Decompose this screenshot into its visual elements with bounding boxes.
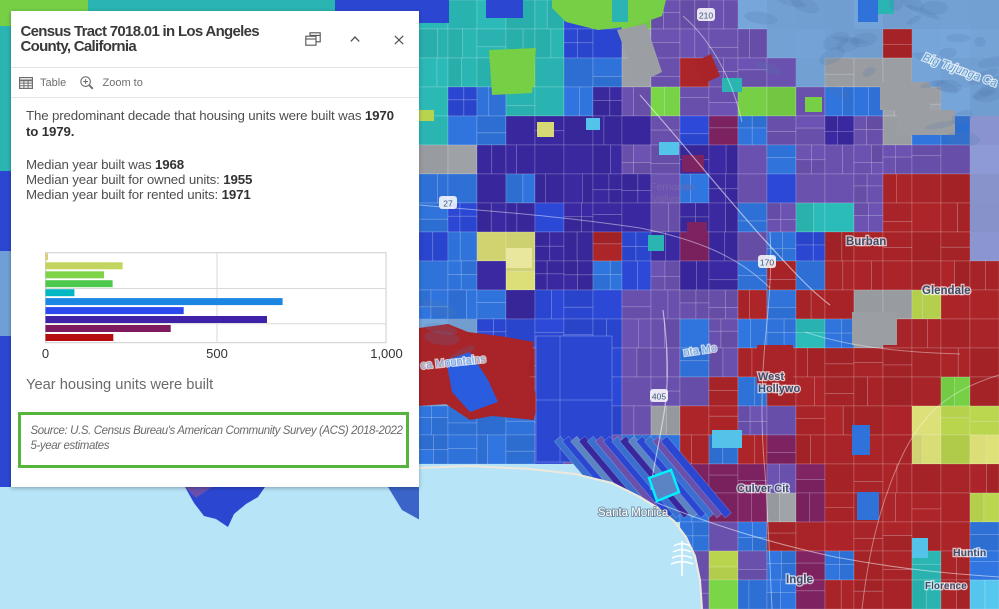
svg-text:Florence: Florence: [925, 581, 967, 592]
svg-text:West: West: [758, 371, 784, 383]
svg-text:Santa Monica: Santa Monica: [598, 507, 669, 519]
svg-text:170: 170: [760, 258, 774, 268]
svg-text:Hollywo: Hollywo: [758, 383, 800, 395]
svg-text:210: 210: [699, 11, 713, 21]
svg-text:Huntin: Huntin: [953, 547, 986, 559]
svg-text:Ingle: Ingle: [786, 574, 813, 586]
svg-text:Valley: Valley: [652, 193, 681, 205]
svg-text:Fernando: Fernando: [650, 181, 695, 193]
svg-text:Culver Cit: Culver Cit: [737, 483, 789, 495]
svg-text:500: 500: [206, 346, 228, 361]
svg-text:Burban: Burban: [846, 236, 886, 248]
svg-text:0: 0: [42, 346, 49, 361]
svg-text:27: 27: [443, 199, 453, 209]
svg-text:Glendale: Glendale: [922, 285, 971, 297]
svg-text:1,000: 1,000: [370, 346, 403, 361]
svg-text:405: 405: [652, 392, 666, 402]
